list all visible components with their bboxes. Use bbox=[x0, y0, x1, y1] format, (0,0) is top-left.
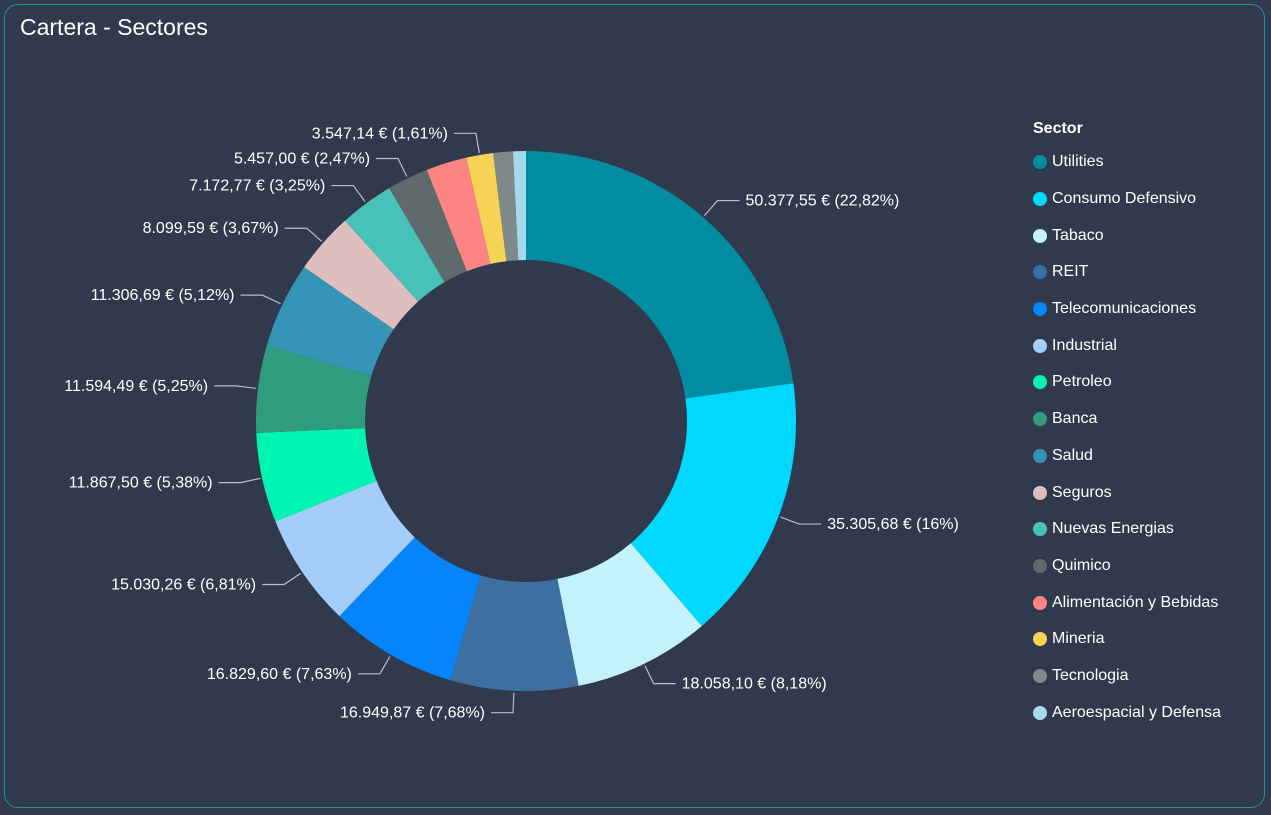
leader-line-banca bbox=[214, 385, 257, 389]
slice-telecomunicaciones[interactable] bbox=[339, 537, 481, 681]
data-label-tabaco: 18.058,10 € (8,18%) bbox=[682, 676, 827, 693]
legend-item-tecnologia[interactable]: Tecnologia bbox=[1033, 658, 1221, 695]
legend-label: REIT bbox=[1052, 263, 1089, 281]
legend-swatch bbox=[1033, 228, 1047, 243]
legend-item-consumo-defensivo[interactable]: Consumo Defensivo bbox=[1033, 181, 1221, 218]
data-label-industrial: 15.030,26 € (6,81%) bbox=[111, 577, 256, 594]
leader-line-tabaco bbox=[644, 665, 676, 685]
legend-item-reit[interactable]: REIT bbox=[1033, 254, 1221, 291]
legend-swatch bbox=[1033, 668, 1047, 683]
legend-item-mineria[interactable]: Mineria bbox=[1033, 621, 1221, 658]
legend-item-utilities[interactable]: Utilities bbox=[1033, 144, 1221, 181]
legend-item-petroleo[interactable]: Petroleo bbox=[1033, 364, 1221, 401]
slice-tecnologia[interactable] bbox=[493, 151, 519, 262]
legend-label: Salud bbox=[1052, 446, 1093, 464]
legend-item-telecomunicaciones[interactable]: Telecomunicaciones bbox=[1033, 291, 1221, 328]
legend-label: Nuevas Energias bbox=[1052, 520, 1174, 538]
slice-seguros[interactable] bbox=[304, 220, 419, 330]
data-label-seguros: 8.099,59 € (3,67%) bbox=[143, 220, 279, 237]
legend-label: Banca bbox=[1052, 410, 1098, 428]
leader-line-nuevas-energias bbox=[331, 184, 366, 203]
slice-consumo-defensivo[interactable] bbox=[630, 383, 796, 626]
leader-line-petroleo bbox=[218, 477, 261, 484]
legend-swatch bbox=[1033, 412, 1047, 427]
legend-label: Consumo Defensivo bbox=[1052, 190, 1197, 208]
legend-swatch bbox=[1033, 192, 1047, 207]
legend-label: Mineria bbox=[1052, 630, 1105, 648]
legend-swatch bbox=[1033, 595, 1047, 610]
chart-title: Cartera - Sectores bbox=[20, 14, 208, 40]
legend-item-tabaco[interactable]: Tabaco bbox=[1033, 217, 1221, 254]
legend-item-alimentacion-y-bebidas[interactable]: Alimentación y Bebidas bbox=[1033, 584, 1221, 621]
leader-line-utilities bbox=[703, 199, 740, 217]
leader-line-industrial bbox=[262, 572, 301, 586]
data-label-utilities: 50.377,55 € (22,82%) bbox=[745, 193, 899, 210]
leader-line-reit bbox=[491, 692, 515, 714]
legend: Sector Utilities Consumo Defensivo Tabaco R… bbox=[1033, 120, 1221, 731]
leader-line-quimico bbox=[376, 157, 408, 177]
data-label-mineria: 3.547,14 € (1,61%) bbox=[312, 125, 448, 142]
legend-swatch bbox=[1033, 338, 1047, 353]
legend-items: Utilities Consumo Defensivo Tabaco REIT Tele… bbox=[1033, 144, 1221, 731]
data-label-reit: 16.949,87 € (7,68%) bbox=[340, 705, 485, 722]
data-label-petroleo: 11.867,50 € (5,38%) bbox=[69, 475, 213, 492]
slice-nuevas-energias[interactable] bbox=[344, 188, 445, 302]
slice-reit[interactable] bbox=[450, 575, 579, 691]
legend-swatch bbox=[1033, 302, 1047, 317]
legend-swatch bbox=[1033, 522, 1047, 537]
legend-swatch bbox=[1033, 705, 1047, 720]
legend-swatch bbox=[1033, 632, 1047, 647]
legend-item-quimico[interactable]: Quimico bbox=[1033, 548, 1221, 585]
data-label-consumo-defensivo: 35.305,68 € (16%) bbox=[827, 516, 959, 533]
legend-label: Aeroespacial y Defensa bbox=[1052, 703, 1221, 721]
legend-item-aeroespacial-y-defensa[interactable]: Aeroespacial y Defensa bbox=[1033, 694, 1221, 731]
chart-panel bbox=[4, 4, 1265, 808]
legend-item-seguros[interactable]: Seguros bbox=[1033, 474, 1221, 511]
data-label-quimico: 5.457,00 € (2,47%) bbox=[234, 151, 370, 168]
legend-swatch bbox=[1033, 155, 1047, 170]
slice-mineria[interactable] bbox=[466, 153, 507, 264]
slice-petroleo[interactable] bbox=[256, 428, 377, 522]
leader-line-salud bbox=[240, 294, 281, 305]
slice-salud[interactable] bbox=[266, 267, 394, 376]
legend-label: Seguros bbox=[1052, 483, 1112, 501]
slice-utilities[interactable] bbox=[526, 151, 794, 399]
data-label-banca: 11.594,49 € (5,25%) bbox=[64, 378, 208, 395]
slice-alimentacion-y-bebidas[interactable] bbox=[426, 157, 491, 272]
data-label-telecomunicaciones: 16.829,60 € (7,63%) bbox=[207, 666, 352, 683]
data-label-salud: 11.306,69 € (5,12%) bbox=[91, 287, 235, 304]
legend-label: Petroleo bbox=[1052, 373, 1112, 391]
legend-swatch bbox=[1033, 448, 1047, 463]
legend-label: Quimico bbox=[1052, 556, 1111, 574]
leader-line-consumo-defensivo bbox=[780, 516, 822, 525]
legend-swatch bbox=[1033, 375, 1047, 390]
legend-label: Utilities bbox=[1052, 153, 1104, 171]
legend-label: Tecnologia bbox=[1052, 666, 1129, 684]
legend-label: Tabaco bbox=[1052, 226, 1104, 244]
legend-item-industrial[interactable]: Industrial bbox=[1033, 327, 1221, 364]
legend-title: Sector bbox=[1033, 120, 1083, 137]
legend-swatch bbox=[1033, 265, 1047, 280]
legend-item-nuevas-energias[interactable]: Nuevas Energias bbox=[1033, 511, 1221, 548]
leader-line-seguros bbox=[284, 227, 323, 242]
legend-swatch bbox=[1033, 485, 1047, 500]
legend-swatch bbox=[1033, 558, 1047, 573]
legend-label: Industrial bbox=[1052, 336, 1117, 354]
legend-item-banca[interactable]: Banca bbox=[1033, 401, 1221, 438]
leader-line-mineria bbox=[453, 132, 480, 154]
slice-aeroespacial-y-defensa[interactable] bbox=[512, 151, 526, 261]
legend-item-salud[interactable]: Salud bbox=[1033, 438, 1221, 475]
slice-quimico[interactable] bbox=[389, 169, 467, 283]
slice-industrial[interactable] bbox=[275, 480, 415, 617]
legend-label: Alimentación y Bebidas bbox=[1052, 593, 1219, 611]
legend-label: Telecomunicaciones bbox=[1052, 300, 1197, 318]
slice-tabaco[interactable] bbox=[557, 543, 702, 686]
data-label-nuevas-energias: 7.172,77 € (3,25%) bbox=[189, 178, 325, 195]
leader-line-telecomunicaciones bbox=[357, 656, 391, 675]
slice-banca[interactable] bbox=[256, 345, 372, 433]
